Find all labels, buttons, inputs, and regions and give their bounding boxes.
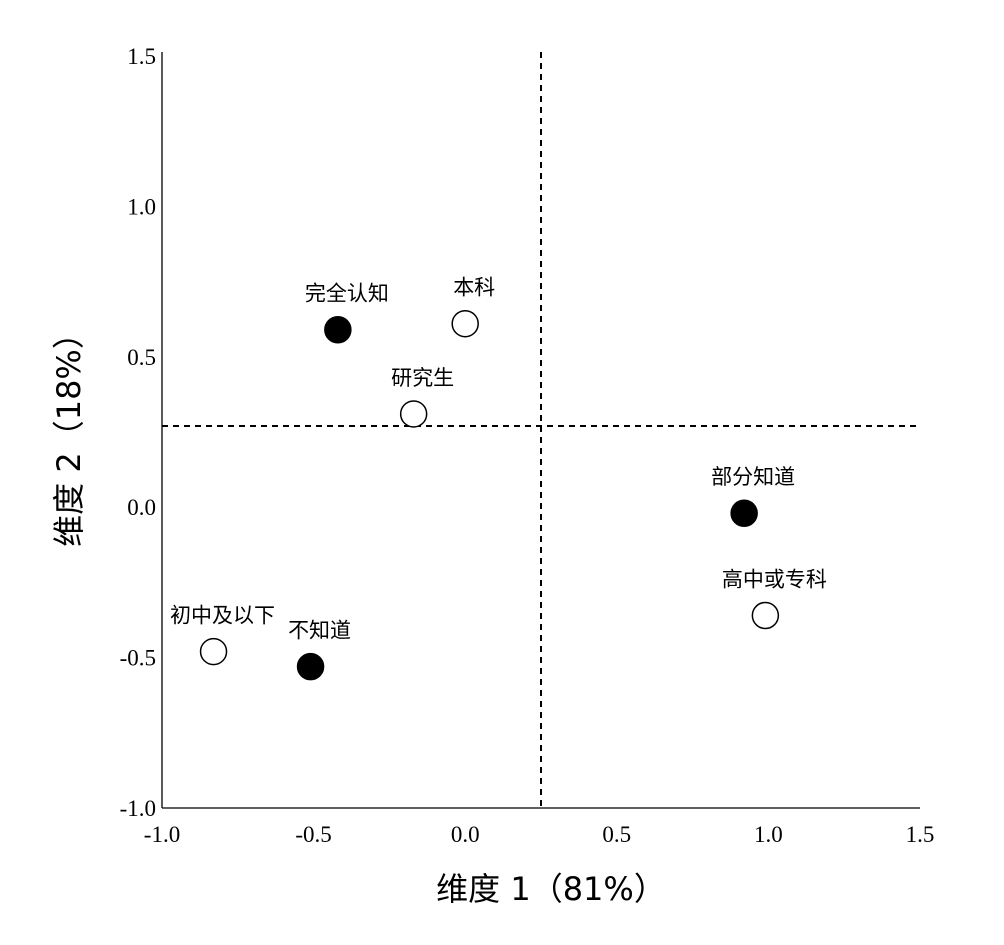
y-tick-labels: -1.0 -0.5 0.0 0.5 1.0 1.5	[120, 44, 156, 821]
y-tick-label: 0.5	[127, 345, 156, 370]
y-tick-label: -0.5	[120, 646, 156, 671]
x-tick-label: 0.5	[602, 822, 631, 847]
y-tick-label: 1.0	[127, 194, 156, 219]
y-tick-label: 0.0	[127, 495, 156, 520]
data-point-label: 本科	[453, 276, 495, 300]
data-point	[751, 601, 780, 630]
data-point-label: 初中及以下	[170, 604, 275, 628]
data-point-label: 不知道	[288, 619, 351, 643]
x-tick-label: 1.0	[754, 822, 783, 847]
data-point-label: 研究生	[391, 366, 454, 390]
data-points	[199, 309, 780, 681]
x-tick-label: -0.5	[295, 822, 331, 847]
data-point	[296, 652, 325, 681]
y-tick-label: -1.0	[120, 796, 156, 821]
data-point	[730, 499, 758, 527]
y-axis-title: 维度 2（18%）	[50, 317, 88, 547]
x-axis-title: 维度 1（81%）	[436, 870, 666, 908]
data-point	[199, 637, 228, 666]
data-point	[399, 400, 428, 428]
data-point-label: 高中或专科	[722, 567, 827, 591]
x-tick-label: -1.0	[144, 822, 180, 847]
x-tick-label: 0.0	[451, 822, 480, 847]
data-point	[324, 315, 352, 344]
data-point	[451, 309, 479, 338]
y-tick-label: 1.5	[127, 44, 156, 69]
x-tick-label: 1.5	[906, 822, 935, 847]
data-point-label: 部分知道	[711, 465, 795, 489]
x-tick-labels: -1.0 -0.5 0.0 0.5 1.0 1.5	[144, 822, 935, 847]
data-point-label: 完全认知	[305, 282, 389, 306]
